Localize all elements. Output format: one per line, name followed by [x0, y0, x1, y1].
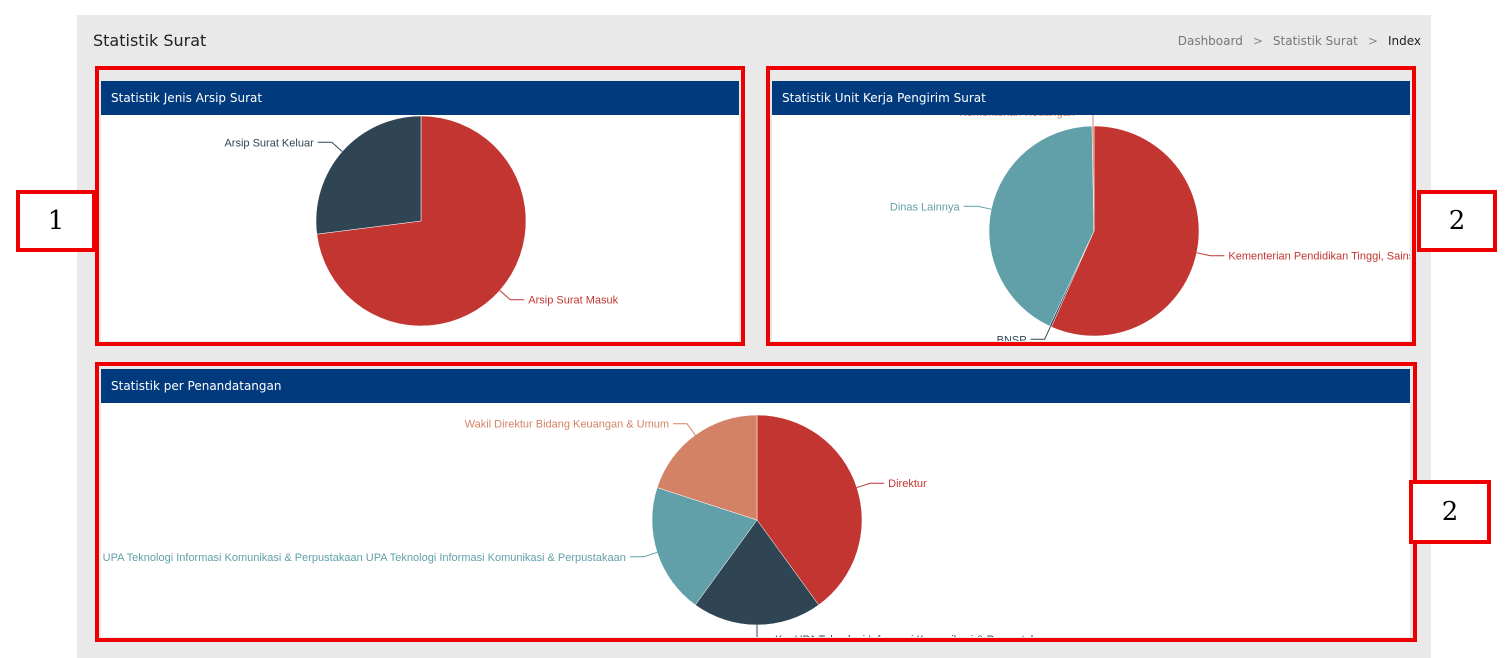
slice-label-wakil-direktur-bidang-keuangan-umum: Wakil Direktur Bidang Keuangan & Umum — [465, 419, 669, 431]
slice-label-direktur: Direktur — [888, 478, 927, 490]
page-title: Statistik Surat — [93, 31, 207, 50]
slice-label-ka-upa-teknologi-informasi-komunikasi-pe: Ka. UPA Teknologi Informasi Komunikasi &… — [775, 634, 1055, 637]
card-title: Statistik Jenis Arsip Surat — [101, 81, 739, 115]
slice-label-kementerian-keuangan: Kementerian Keuangan — [959, 115, 1075, 119]
label-line-upa-teknologi-informasi-komunikasi-perpu — [629, 551, 658, 558]
label-line-bnsp — [1030, 326, 1051, 340]
pie-slice-ka-upa-teknologi-informasi-komunikasi-pe[interactable] — [694, 519, 820, 626]
pie-slice-upa-teknologi-informasi-komunikasi-perpu[interactable] — [651, 487, 758, 606]
slice-label-arsip-surat-keluar: Arsip Surat Keluar — [224, 137, 314, 149]
breadcrumb-dashboard[interactable]: Dashboard — [1177, 34, 1243, 48]
breadcrumb-separator: > — [1252, 34, 1263, 48]
slice-label-bnsp: BNSP — [997, 334, 1027, 341]
label-line-wakil-direktur-bidang-keuangan-umum — [673, 423, 696, 436]
pie-chart-jenis-arsip: Arsip Surat Masuk Arsip Surat Keluar — [224, 115, 619, 327]
pie-chart-unit-kerja: Kementerian Pendidikan Tinggi, Sains, da… — [890, 115, 1410, 341]
label-line-direktur — [856, 482, 885, 489]
card-penandatangan: Statistik per Penandatangan Direktur Ka. … — [101, 369, 1410, 637]
pie-slice-arsip-surat-masuk[interactable] — [316, 115, 527, 327]
label-line-dinas-lainnya — [963, 205, 992, 210]
label-line-kementerian-keuangan — [1092, 115, 1094, 127]
breadcrumb-statistik-surat[interactable]: Statistik Surat — [1272, 34, 1358, 48]
breadcrumb-current: Index — [1387, 34, 1421, 48]
card-unit-kerja: Statistik Unit Kerja Pengirim Surat Keme… — [772, 81, 1410, 341]
slice-label-arsip-surat-masuk: Arsip Surat Masuk — [528, 295, 618, 307]
card-jenis-arsip: Statistik Jenis Arsip Surat Arsip Surat … — [101, 81, 739, 341]
slice-label-dinas-lainnya: Dinas Lainnya — [890, 201, 961, 213]
annotation-box-3 — [95, 362, 1417, 642]
pie-chart-penandatangan: Direktur Ka. UPA Teknologi Informasi Komu… — [103, 414, 1055, 637]
breadcrumb: Dashboard > Statistik Surat > Index — [1178, 34, 1421, 48]
annotation-label-3: 2 — [1409, 480, 1491, 544]
breadcrumb-separator: > — [1367, 34, 1378, 48]
annotation-box-2 — [766, 66, 1416, 346]
annotation-label-1: 1 — [16, 190, 96, 252]
label-line-arsip-surat-masuk — [499, 290, 525, 301]
card-title: Statistik per Penandatangan — [101, 369, 1410, 403]
annotation-box-1 — [95, 66, 745, 346]
label-line-ka-upa-teknologi-informasi-komunikasi-pe — [756, 625, 758, 637]
pie-slice-arsip-surat-keluar[interactable] — [315, 115, 422, 235]
annotation-label-2: 2 — [1417, 190, 1497, 252]
pie-slice-direktur[interactable] — [756, 414, 863, 606]
label-line-kementerian-pendidikan-tinggi-sains-dan- — [1196, 252, 1225, 257]
label-line-arsip-surat-keluar — [317, 141, 343, 152]
slice-label-upa-teknologi-informasi-komunikasi-perpu: UPA Teknologi Informasi Komunikasi & Per… — [103, 552, 626, 564]
card-title: Statistik Unit Kerja Pengirim Surat — [772, 81, 1410, 115]
slice-label-kementerian-pendidikan-tinggi-sains-dan-: Kementerian Pendidikan Tinggi, Sains, da… — [1228, 251, 1410, 263]
